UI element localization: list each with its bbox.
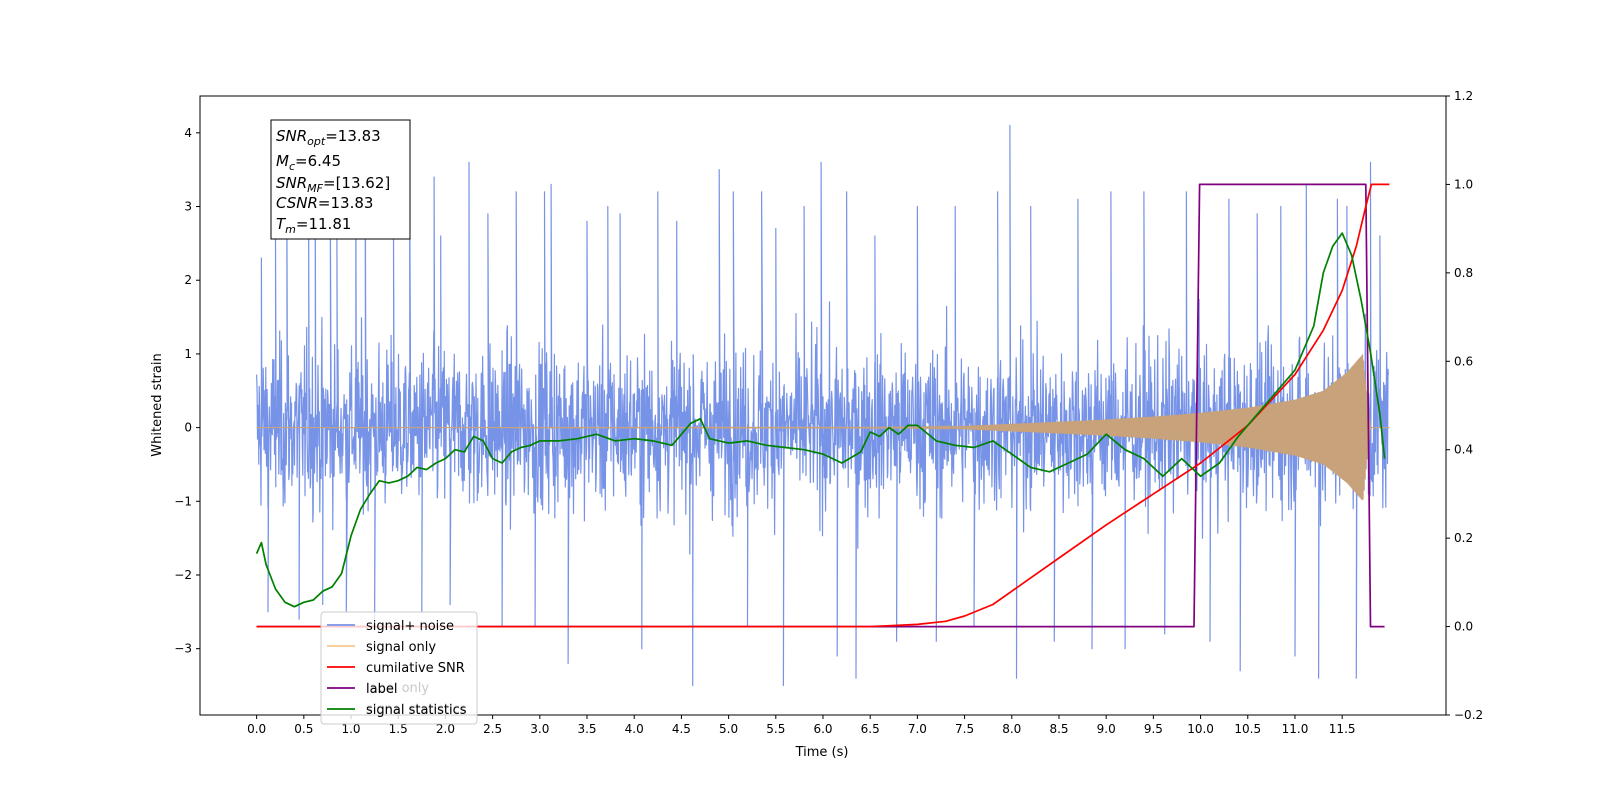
x-tick-label: 11.0 <box>1282 722 1309 736</box>
y-tick-label: 0 <box>184 421 192 435</box>
series-label <box>256 183 1385 628</box>
x-tick-label: 11.5 <box>1329 722 1356 736</box>
legend-label: signal statistics <box>366 703 467 718</box>
x-tick-label: 5.5 <box>766 722 785 736</box>
x-tick-label: 9.5 <box>1144 722 1163 736</box>
legend-label: signal+ noise <box>366 619 454 634</box>
y2-tick-label: 1.0 <box>1454 177 1473 191</box>
x-tick-label: 1.0 <box>341 722 360 736</box>
y-tick-label: −1 <box>174 494 192 508</box>
y2-tick-label: 0.6 <box>1454 354 1473 368</box>
x-tick-label: 9.0 <box>1097 722 1116 736</box>
legend-label: label <box>366 682 397 697</box>
legend-entries: signal+ noise signal only cumilative SNR la… <box>327 619 467 718</box>
annotation-snr-opt: SNRopt=13.83 <box>276 127 381 148</box>
x-tick-label: 6.5 <box>861 722 880 736</box>
y-tick-label: 3 <box>184 200 192 214</box>
x-tick-label: 3.0 <box>530 722 549 736</box>
y-axis-label: Whitened strain <box>150 353 165 456</box>
x-tick-label: 0.5 <box>294 722 313 736</box>
series-cumulative-snr <box>256 183 1390 628</box>
x-tick-label: 0.0 <box>247 722 266 736</box>
x-tick-label: 5.0 <box>719 722 738 736</box>
stats-annotation: SNRopt=13.83 Mc=6.45 SNRMF=[13.62] CSNR=… <box>270 119 411 240</box>
y2-tick-label: −0.2 <box>1454 708 1483 722</box>
x-tick-label: 4.5 <box>672 722 691 736</box>
legend-box <box>320 611 478 725</box>
y-tick-label: −2 <box>174 568 192 582</box>
y2-tick-label: 0.8 <box>1454 266 1473 280</box>
x-tick-label: 8.0 <box>1002 722 1021 736</box>
annotation-tm: Tm=11.81 <box>276 215 351 236</box>
x-tick-label: 2.5 <box>483 722 502 736</box>
x-tick-label: 3.5 <box>577 722 596 736</box>
legend-label: cumilative SNR <box>366 661 465 676</box>
legend-label: signal only <box>366 640 436 655</box>
y-tick-label: 2 <box>184 273 192 287</box>
y2-tick-label: 0.2 <box>1454 531 1473 545</box>
y-tick-label: 4 <box>184 126 192 140</box>
legend-ghost-label-1: signal statistics <box>366 702 467 717</box>
x-tick-label: 7.0 <box>908 722 927 736</box>
annotation-snr-mf: SNRMF=[13.62] <box>276 174 390 195</box>
x-tick-label: 8.5 <box>1049 722 1068 736</box>
y2-tick-label: 0.4 <box>1454 443 1473 457</box>
annotation-box <box>270 119 411 240</box>
annotation-csnr: CSNR=13.83 <box>276 194 373 212</box>
x-tick-label: 4.0 <box>625 722 644 736</box>
y-tick-label: −3 <box>174 642 192 656</box>
x-axis-ticks: 0.0 0.5 1.0 1.5 2.0 2.5 3.0 3.5 4.0 4.5 5.0 5.5 6.0 6… <box>247 715 1356 736</box>
annotation-mc: Mc=6.45 <box>276 152 341 173</box>
series-signal-only <box>256 354 1390 501</box>
legend: label only signal statistics signal+ noi… <box>320 611 478 725</box>
signal-statistics-line <box>255 232 1386 608</box>
y2-axis-ticks: 1.2 1.0 0.8 0.6 0.4 0.2 0.0 −0.2 <box>1446 89 1483 722</box>
label-line <box>256 183 1385 628</box>
y2-tick-label: 0.0 <box>1454 620 1473 634</box>
x-tick-label: 6.0 <box>813 722 832 736</box>
x-tick-label: 10.0 <box>1187 722 1214 736</box>
series-signal-statistics <box>255 232 1386 608</box>
legend-ghost-label-0: label only <box>366 681 429 696</box>
x-tick-label: 2.0 <box>436 722 455 736</box>
plot-area <box>255 124 1390 687</box>
x-axis-label: Time (s) <box>795 745 849 760</box>
y2-tick-label: 1.2 <box>1454 89 1473 103</box>
x-tick-label: 10.5 <box>1234 722 1261 736</box>
x-tick-label: 1.5 <box>389 722 408 736</box>
x-tick-label: 7.5 <box>955 722 974 736</box>
y-axis-ticks: 4 3 2 1 0 −1 −2 −3 <box>174 126 200 656</box>
cumulative-snr-line <box>256 183 1390 628</box>
signal-only-line <box>256 354 1390 501</box>
y-tick-label: 1 <box>184 347 192 361</box>
